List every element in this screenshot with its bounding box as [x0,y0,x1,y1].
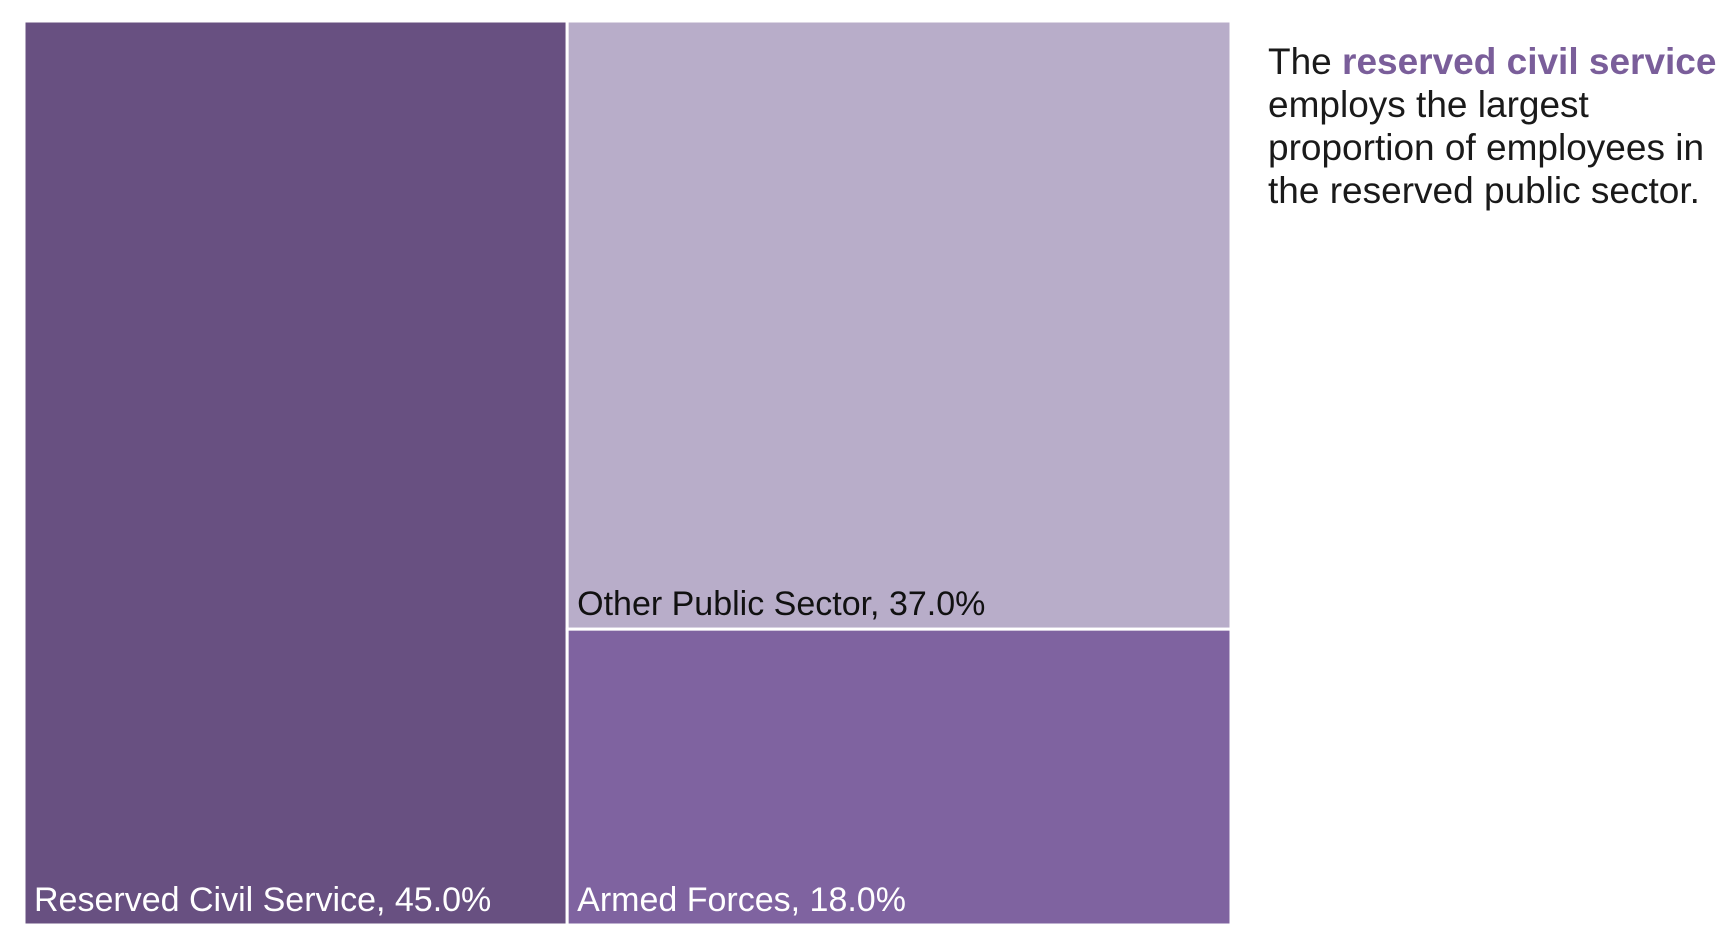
annotation-line-2: employs the largest [1268,84,1589,125]
treemap-tile-reserved-civil-service [22,19,569,927]
treemap-label-reserved-civil-service: Reserved Civil Service, 45.0% [34,881,491,919]
annotation-highlight: reserved civil service [1342,41,1717,82]
treemap-label-armed-forces: Armed Forces, 18.0% [577,881,906,919]
annotation-line-3: proportion of employees in [1268,127,1705,168]
annotation-text: The reserved civil service employs the l… [1268,40,1728,212]
annotation-line-1: The reserved civil service [1268,40,1728,83]
treemap-chart: Reserved Civil Service, 45.0% Other Publi… [22,19,1233,927]
annotation-line-4: the reserved public sector. [1268,170,1700,211]
treemap-tile-other-public-sector [565,19,1233,631]
treemap-label-other-public-sector: Other Public Sector, 37.0% [577,585,985,623]
annotation-prefix: The [1268,41,1343,82]
treemap-tile-armed-forces [565,627,1233,927]
